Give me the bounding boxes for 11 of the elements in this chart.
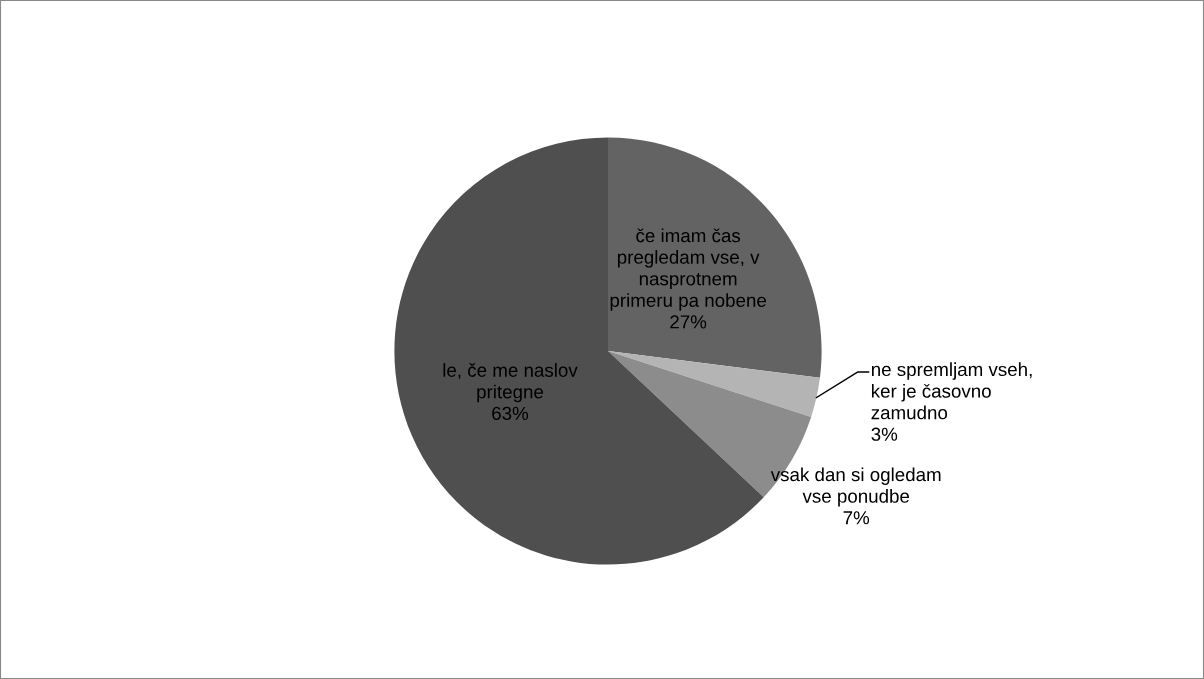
data-label: 27% (670, 315, 707, 329)
slice-label: če imam čas pregledam vse, v nasprotnem primeru pa nobene (610, 228, 766, 311)
data-label: 63% (492, 406, 529, 420)
slice-label: le, če me naslov pritegne (443, 363, 578, 403)
slice-label: ne spremljam vseh, ker je časovno zamudno (871, 362, 1032, 420)
pie-slice (394, 137, 764, 565)
data-label: 3% (871, 427, 898, 441)
data-label: 7% (843, 511, 870, 525)
slice-label: vsak dan si ogledam vse ponudbe (770, 467, 941, 507)
pie-slice (608, 137, 822, 378)
pie-slice (608, 351, 820, 418)
